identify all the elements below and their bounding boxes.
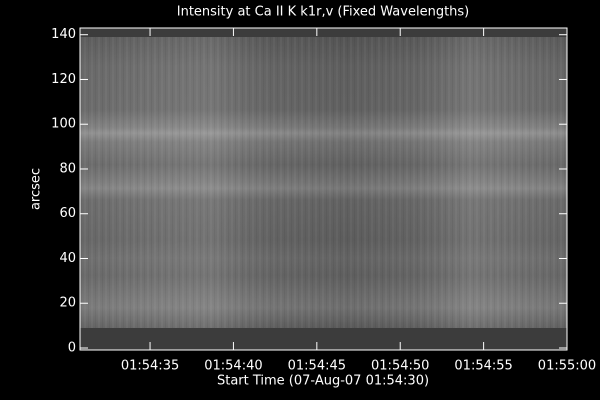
chart-title: Intensity at Ca II K k1r,v (Fixed Wavele… (177, 5, 470, 20)
y-tick-label: 140 (51, 27, 76, 42)
y-tick-label: 120 (51, 72, 76, 87)
y-tick-label: 0 (68, 341, 76, 356)
x-tick-label: 01:54:50 (371, 359, 429, 374)
y-tick-label: 80 (59, 161, 76, 176)
y-tick-label: 100 (51, 117, 76, 132)
y-tick-label: 40 (59, 251, 76, 266)
x-tick-label: 01:54:35 (121, 359, 179, 374)
x-tick-label: 01:54:55 (454, 359, 512, 374)
y-axis-label: arcsec (29, 168, 44, 210)
x-tick-label: 01:54:45 (288, 359, 346, 374)
y-tick-label: 60 (59, 206, 76, 221)
x-axis-label: Start Time (07-Aug-07 01:54:30) (217, 374, 429, 389)
x-tick-label: 01:55:00 (538, 359, 596, 374)
x-tick-label: 01:54:40 (204, 359, 262, 374)
intensity-image (80, 28, 567, 350)
plot-frame (79, 27, 568, 351)
y-tick-label: 20 (59, 296, 76, 311)
